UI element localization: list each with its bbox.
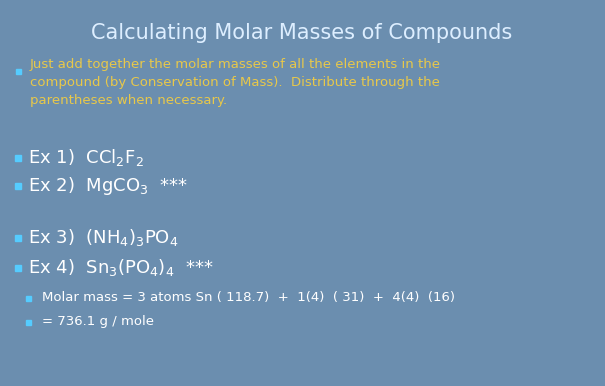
Text: Ex 2)  $\mathregular{MgCO_3}$  ***: Ex 2) $\mathregular{MgCO_3}$ *** [28,175,188,197]
Text: Ex 1)  $\mathregular{CCl_2F_2}$: Ex 1) $\mathregular{CCl_2F_2}$ [28,147,144,169]
Bar [25,296,30,300]
Text: Molar mass = 3 atoms Sn ( 118.7)  +  1(4)  ( 31)  +  4(4)  (16): Molar mass = 3 atoms Sn ( 118.7) + 1(4) … [42,291,455,305]
Text: Just add together the molar masses of all the elements in the
compound (by Conse: Just add together the molar masses of al… [30,58,441,107]
Bar [15,183,21,189]
Text: Ex 3)  $\mathregular{(NH_4)_3PO_4}$: Ex 3) $\mathregular{(NH_4)_3PO_4}$ [28,227,178,249]
Bar [15,155,21,161]
Bar [15,235,21,241]
Bar [16,68,21,73]
Text: Ex 4)  $\mathregular{Sn_3(PO_4)_4}$  ***: Ex 4) $\mathregular{Sn_3(PO_4)_4}$ *** [28,257,214,279]
Text: Calculating Molar Masses of Compounds: Calculating Molar Masses of Compounds [91,23,512,43]
Text: = 736.1 g / mole: = 736.1 g / mole [42,315,154,328]
Bar [25,320,30,325]
Bar [15,265,21,271]
